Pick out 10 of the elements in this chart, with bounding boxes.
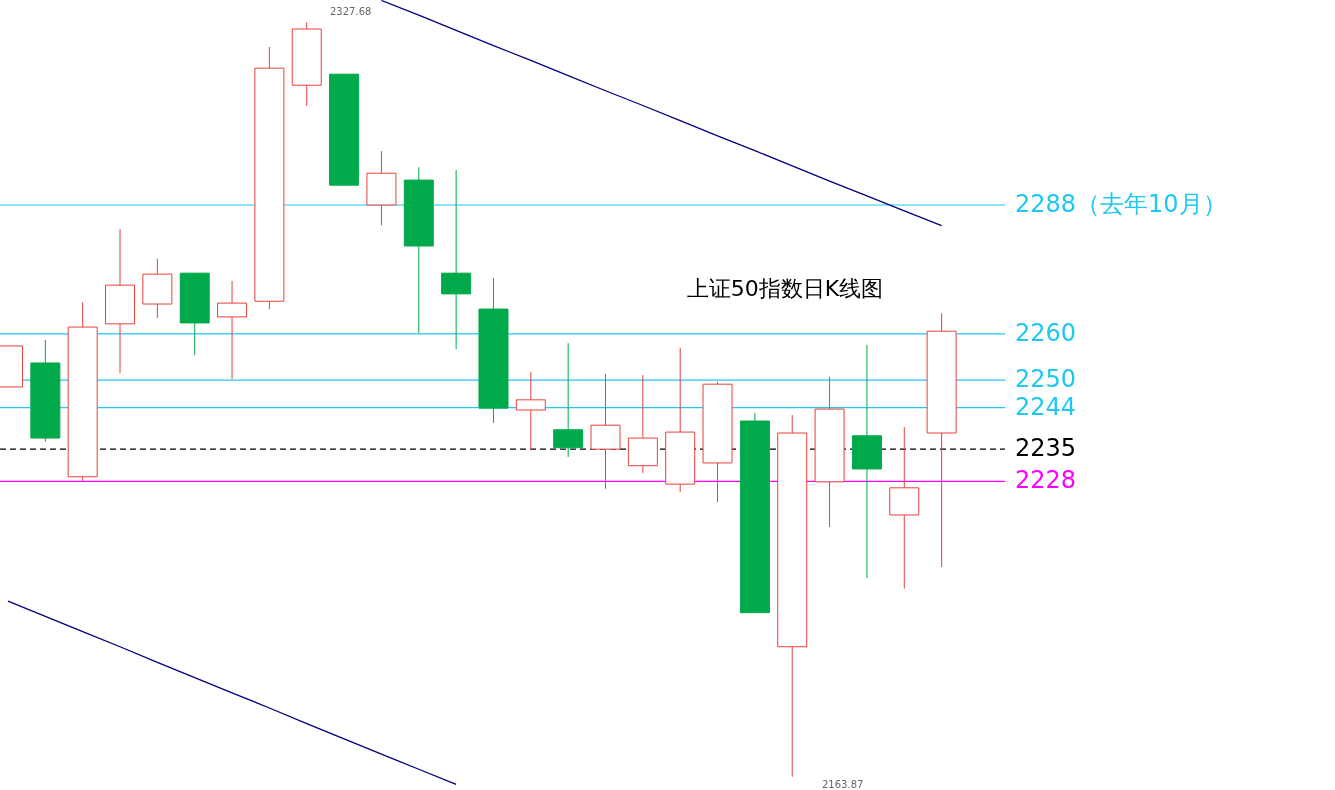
ref-line-label: 2288（去年10月） bbox=[1015, 189, 1227, 218]
annotation: 2163.87 bbox=[822, 779, 864, 790]
ref-line-label: 2250 bbox=[1015, 365, 1077, 394]
candlestick bbox=[441, 169, 472, 350]
ref-line-label: 2260 bbox=[1015, 318, 1077, 347]
ref-line-label: 2235 bbox=[1015, 434, 1077, 463]
annotation: 2327.68 bbox=[330, 6, 372, 17]
ref-line-label: 2244 bbox=[1015, 392, 1077, 421]
text: 上证50指数日K线图 bbox=[686, 276, 884, 301]
ref-line-label: 2228 bbox=[1015, 466, 1077, 495]
